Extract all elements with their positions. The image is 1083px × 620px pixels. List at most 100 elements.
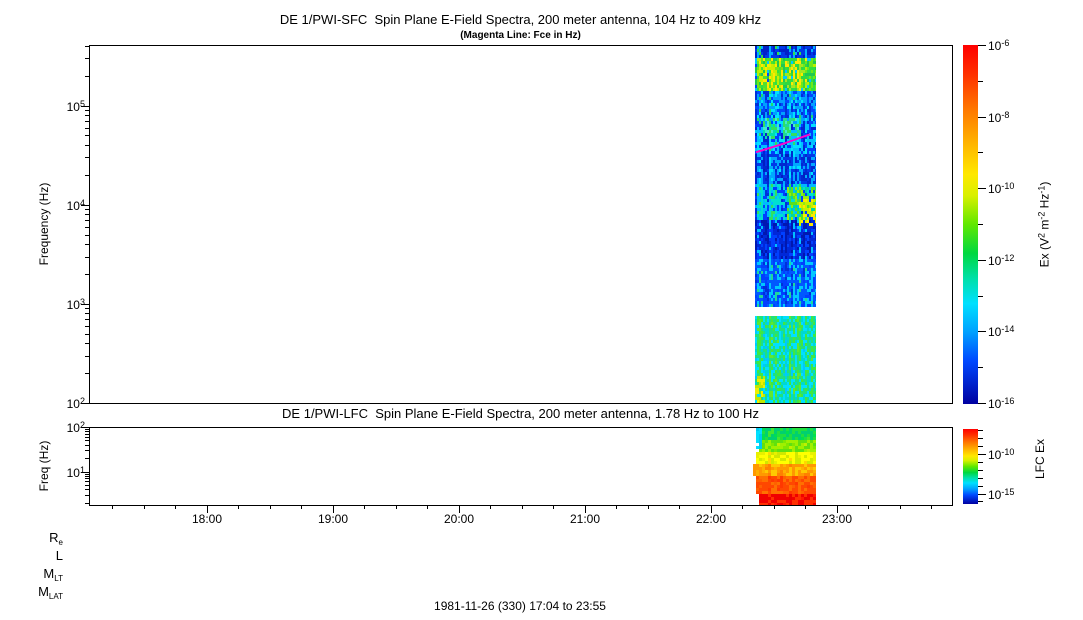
sfc-y-minor-tick (85, 175, 89, 176)
lfc-cb-minor-tick (978, 470, 983, 471)
sfc-cb-minor-tick (978, 152, 983, 153)
sfc-y-minor-tick (85, 257, 89, 258)
sfc-cb-minor-tick (978, 296, 983, 297)
sfc-panel (89, 45, 953, 404)
x-minor-tick (396, 505, 397, 509)
lfc-cb-major-tick (978, 494, 986, 495)
orbit-row-label-l: L (55, 548, 63, 563)
x-major-tick (585, 505, 586, 513)
lfc-colorbar (963, 429, 978, 504)
lfc-y-minor-tick (85, 445, 89, 446)
sfc-y-minor-tick (85, 313, 89, 314)
lfc-y-minor-tick (85, 450, 89, 451)
sfc-y-major-tick (81, 304, 89, 305)
lfc-cb-minor-tick (978, 446, 983, 447)
xtick-label: 23:00 (821, 512, 853, 526)
sfc-y-minor-tick (85, 326, 89, 327)
sfc-ytick-label: 102 (66, 396, 85, 411)
sfc-y-major-tick (81, 106, 89, 107)
orbit-row-label-mLAT: MLAT (38, 584, 63, 602)
sfc-y-minor-tick (85, 308, 89, 309)
lfc-y-minor-tick (85, 489, 89, 490)
x-major-tick (207, 505, 208, 513)
sfc-colorbar (963, 45, 978, 404)
x-minor-tick (490, 505, 491, 509)
sfc-cb-major-tick (978, 117, 986, 118)
sfc-y-minor-tick (85, 110, 89, 111)
lfc-y-minor-tick (85, 476, 89, 477)
sfc-y-major-tick (81, 403, 89, 404)
lfc-y-minor-tick (85, 431, 89, 432)
x-minor-tick (427, 505, 428, 509)
sfc-y-minor-tick (85, 58, 89, 59)
lfc-cb-minor-tick (978, 430, 983, 431)
sfc-y-minor-tick (85, 121, 89, 122)
x-minor-tick (175, 505, 176, 509)
sfc-y-minor-tick (85, 209, 89, 210)
sfc-y-minor-tick (85, 356, 89, 357)
x-minor-tick (301, 505, 302, 509)
lfc-cb-major-tick (978, 454, 986, 455)
x-minor-tick (742, 505, 743, 509)
xtick-label: 21:00 (569, 512, 601, 526)
lfc-cb-minor-tick (978, 486, 983, 487)
lfc-y-minor-tick (85, 440, 89, 441)
sfc-cb-tick-label: 10-10 (988, 181, 1015, 196)
sfc-y-minor-tick (85, 274, 89, 275)
sfc-y-minor-tick (85, 135, 89, 136)
sfc-y-minor-tick (85, 220, 89, 221)
lfc-y-minor-tick (85, 495, 89, 496)
orbit-row-label-re: Re (49, 530, 63, 548)
sfc-cb-major-tick (978, 331, 986, 332)
sfc-y-axis-label: Frequency (Hz) (37, 182, 51, 266)
sfc-spectrogram-canvas (755, 46, 816, 403)
sfc-y-minor-tick (85, 46, 89, 47)
x-minor-tick (774, 505, 775, 509)
sfc-title: DE 1/PWI-SFC Spin Plane E-Field Spectra,… (279, 12, 762, 27)
sfc-cb-minor-tick (978, 367, 983, 368)
sfc-y-minor-tick (85, 343, 89, 344)
x-minor-tick (553, 505, 554, 509)
orbit-row-label-mLT: MLT (43, 566, 63, 584)
lfc-y-major-tick (81, 427, 89, 428)
sfc-ytick-label: 103 (66, 297, 85, 312)
sfc-subtitle: (Magenta Line: Fce in Hz) (460, 30, 581, 41)
x-minor-tick (805, 505, 806, 509)
sfc-cb-minor-tick (978, 224, 983, 225)
lfc-cb-minor-tick (978, 462, 983, 463)
x-minor-tick (679, 505, 680, 509)
sfc-y-minor-tick (85, 128, 89, 129)
x-major-tick (711, 505, 712, 513)
lfc-cb-tick-label: 10-10 (988, 447, 1015, 462)
sfc-cb-tick-label: 10-14 (988, 324, 1015, 339)
sfc-y-major-tick (81, 205, 89, 206)
x-minor-tick (931, 505, 932, 509)
lfc-cb-minor-tick (978, 501, 983, 502)
sfc-ytick-label: 105 (66, 99, 85, 114)
lfc-cb-minor-tick (978, 478, 983, 479)
sfc-cb-minor-tick (978, 81, 983, 82)
xtick-label: 19:00 (317, 512, 349, 526)
x-minor-tick (144, 505, 145, 509)
sfc-cb-major-tick (978, 260, 986, 261)
lfc-y-minor-tick (85, 437, 89, 438)
sfc-y-minor-tick (85, 227, 89, 228)
lfc-cb-minor-tick (978, 438, 983, 439)
x-major-tick (333, 505, 334, 513)
sfc-y-minor-tick (85, 145, 89, 146)
sfc-y-minor-tick (85, 235, 89, 236)
sfc-cb-tick-label: 10-8 (988, 110, 1010, 125)
sfc-cb-tick-label: 10-12 (988, 253, 1015, 268)
lfc-y-major-tick (81, 472, 89, 473)
sfc-y-minor-tick (85, 319, 89, 320)
x-major-tick (837, 505, 838, 513)
lfc-ytick-label: 101 (66, 465, 85, 480)
xtick-label: 18:00 (191, 512, 223, 526)
sfc-cb-tick-label: 10-16 (988, 396, 1015, 411)
xtick-label: 20:00 (443, 512, 475, 526)
lfc-y-minor-tick (85, 458, 89, 459)
sfc-ytick-label: 104 (66, 198, 85, 213)
x-minor-tick (900, 505, 901, 509)
lfc-y-minor-tick (85, 434, 89, 435)
